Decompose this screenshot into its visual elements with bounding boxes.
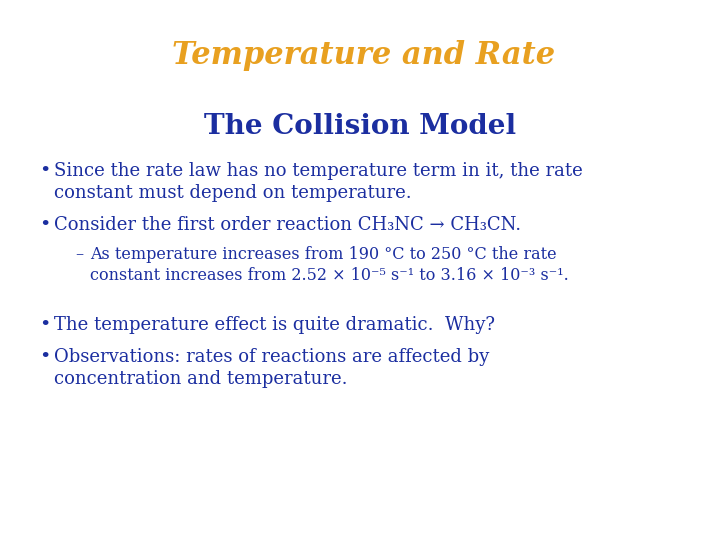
- Text: The temperature effect is quite dramatic.  Why?: The temperature effect is quite dramatic…: [54, 316, 495, 334]
- Text: The Collision Model: The Collision Model: [204, 113, 516, 140]
- Text: –: –: [76, 246, 84, 262]
- Text: •: •: [40, 316, 51, 334]
- Text: As temperature increases from 190 °C to 250 °C the rate: As temperature increases from 190 °C to …: [90, 246, 557, 262]
- Text: •: •: [40, 348, 51, 366]
- Text: •: •: [40, 162, 51, 180]
- Text: concentration and temperature.: concentration and temperature.: [54, 370, 348, 388]
- Text: Temperature and Rate: Temperature and Rate: [171, 39, 555, 71]
- Text: Since the rate law has no temperature term in it, the rate: Since the rate law has no temperature te…: [54, 162, 582, 180]
- Text: constant must depend on temperature.: constant must depend on temperature.: [54, 184, 412, 201]
- Text: •: •: [40, 216, 51, 234]
- Text: constant increases from 2.52 × 10⁻⁵ s⁻¹ to 3.16 × 10⁻³ s⁻¹.: constant increases from 2.52 × 10⁻⁵ s⁻¹ …: [90, 267, 569, 284]
- Text: Consider the first order reaction CH₃NC → CH₃CN.: Consider the first order reaction CH₃NC …: [54, 216, 521, 234]
- Text: Observations: rates of reactions are affected by: Observations: rates of reactions are aff…: [54, 348, 490, 366]
